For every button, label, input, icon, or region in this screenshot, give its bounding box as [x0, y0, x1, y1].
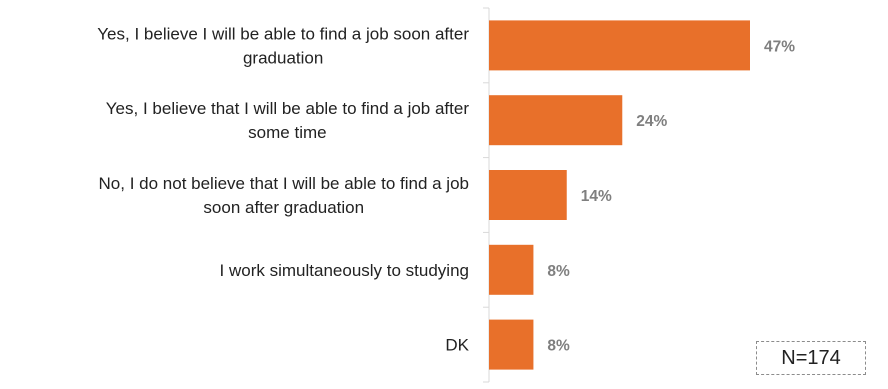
category-label: DK: [445, 336, 469, 355]
bars: [489, 20, 750, 370]
category-label: Yes, I believe that I will be able to fi…: [106, 99, 470, 142]
bar: [489, 244, 534, 295]
sample-size-label: N=174: [781, 346, 841, 369]
data-label: 8%: [547, 338, 570, 355]
data-label: 14%: [581, 188, 612, 205]
bar: [489, 170, 567, 220]
data-label: 24%: [636, 113, 667, 130]
bar: [489, 20, 750, 71]
bar: [489, 95, 623, 146]
category-axis: [483, 7, 490, 383]
sample-size-box: N=174: [756, 341, 866, 375]
category-labels: Yes, I believe I will be able to find a …: [97, 24, 469, 354]
data-label: 8%: [547, 263, 570, 280]
category-label: Yes, I believe I will be able to find a …: [97, 24, 469, 67]
data-labels: 47% 24% 14% 8% 8%: [547, 38, 795, 354]
category-label: I work simultaneously to studying: [220, 261, 469, 280]
bar: [489, 319, 534, 370]
category-label: No, I do not believe that I will be able…: [99, 174, 469, 217]
data-label: 47%: [764, 38, 795, 55]
